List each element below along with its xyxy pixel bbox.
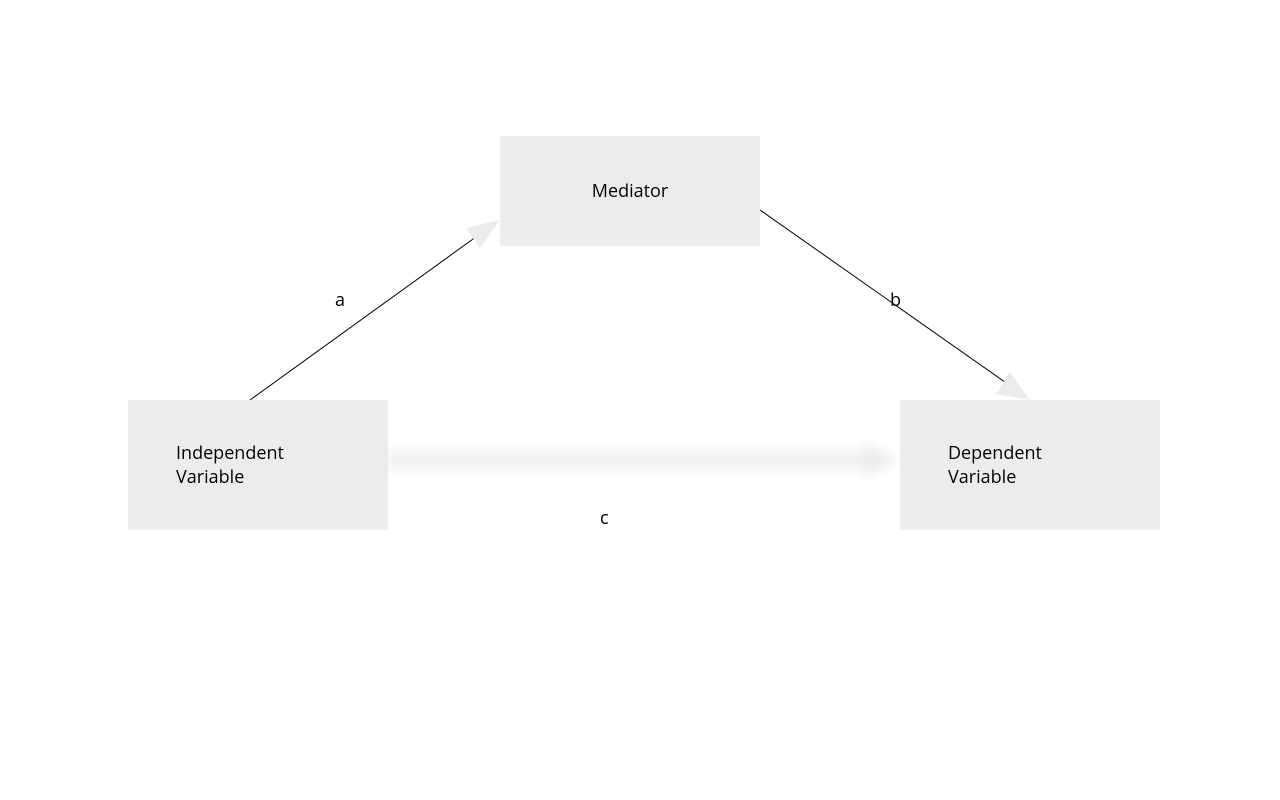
edge-label-a: a — [335, 288, 345, 312]
node-dv-label-line2: Variable — [948, 465, 1016, 489]
node-iv-label-line2: Variable — [176, 465, 244, 489]
edge-b-line — [760, 210, 1012, 387]
node-independent-variable: Independent Variable — [128, 400, 388, 530]
edge-c-line — [388, 453, 870, 467]
node-iv-label-line1: Independent — [176, 441, 284, 465]
edge-c — [388, 442, 900, 478]
mediation-diagram: Independent Variable Mediator Dependent … — [0, 0, 1280, 800]
edge-a-arrowhead — [466, 220, 500, 248]
node-dependent-variable: Dependent Variable — [900, 400, 1160, 530]
edge-label-b: b — [890, 288, 901, 312]
edge-label-c: c — [600, 506, 609, 530]
node-mediator-label: Mediator — [592, 179, 668, 203]
node-mediator: Mediator — [500, 136, 760, 246]
edge-c-arrowhead — [862, 442, 900, 478]
node-iv-label: Independent Variable — [176, 441, 284, 490]
node-dv-label: Dependent Variable — [948, 441, 1042, 490]
edge-a — [250, 220, 500, 400]
edge-b-arrowhead — [996, 372, 1030, 400]
node-dv-label-line1: Dependent — [948, 441, 1042, 465]
edge-a-line — [250, 234, 480, 400]
